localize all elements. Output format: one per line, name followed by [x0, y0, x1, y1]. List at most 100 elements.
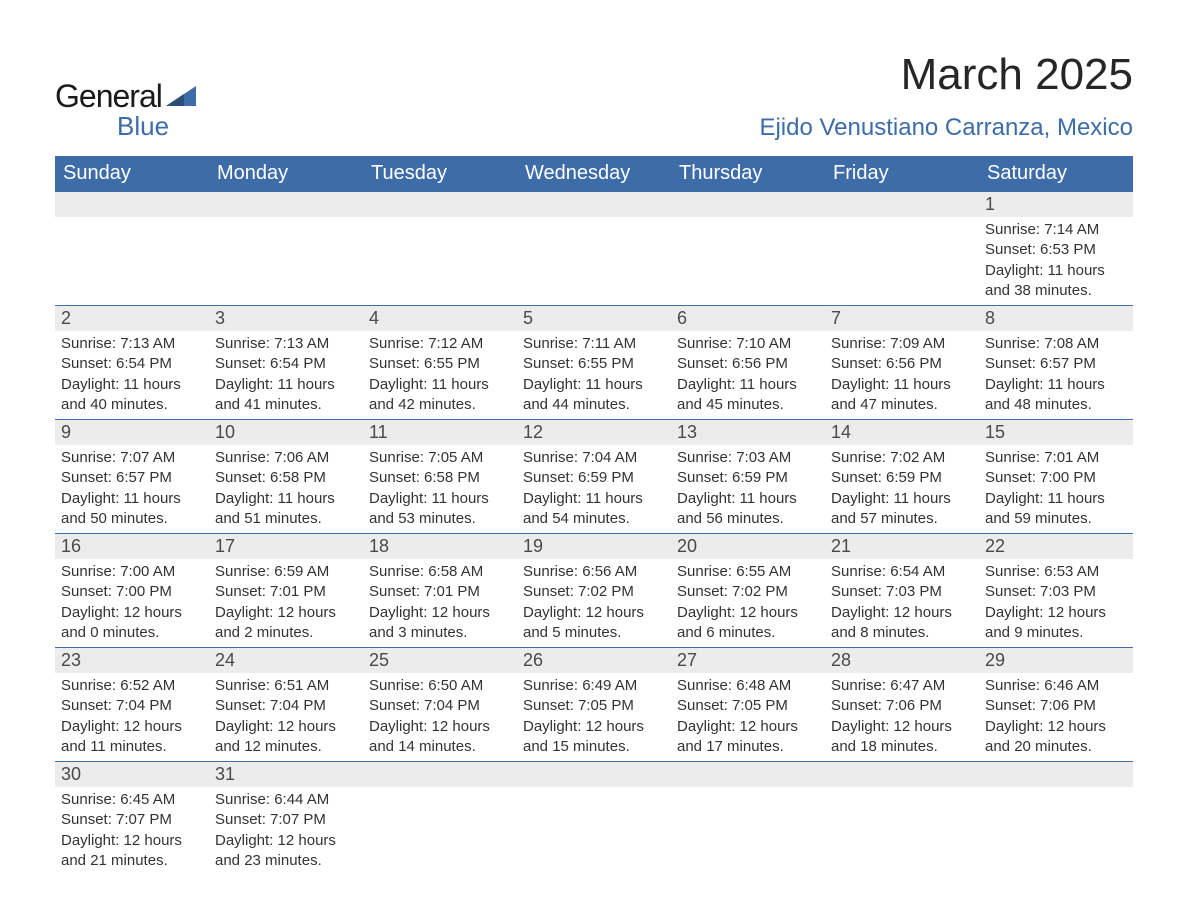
day-detail-cell: Sunrise: 6:49 AM Sunset: 7:05 PM Dayligh…: [517, 673, 671, 762]
day-header-cell: Saturday: [979, 156, 1133, 192]
day-number-cell: [517, 192, 671, 218]
brand-logo: General Blue: [55, 78, 196, 142]
day-number-cell: 8: [979, 306, 1133, 332]
day-number-cell: 20: [671, 534, 825, 560]
day-detail-cell: Sunrise: 6:44 AM Sunset: 7:07 PM Dayligh…: [209, 787, 363, 875]
day-detail-cell: Sunrise: 7:13 AM Sunset: 6:54 PM Dayligh…: [55, 331, 209, 420]
day-number-cell: 24: [209, 648, 363, 674]
day-detail-cell: Sunrise: 7:06 AM Sunset: 6:58 PM Dayligh…: [209, 445, 363, 534]
day-detail-cell: [825, 217, 979, 306]
day-detail-cell: Sunrise: 7:02 AM Sunset: 6:59 PM Dayligh…: [825, 445, 979, 534]
day-detail-cell: Sunrise: 7:11 AM Sunset: 6:55 PM Dayligh…: [517, 331, 671, 420]
day-detail-cell: Sunrise: 7:12 AM Sunset: 6:55 PM Dayligh…: [363, 331, 517, 420]
brand-flag-icon: [166, 84, 196, 111]
day-number-cell: [671, 192, 825, 218]
day-number-cell: 4: [363, 306, 517, 332]
calendar-table: Sunday Monday Tuesday Wednesday Thursday…: [55, 156, 1133, 875]
day-number-cell: 15: [979, 420, 1133, 446]
day-detail-cell: Sunrise: 7:14 AM Sunset: 6:53 PM Dayligh…: [979, 217, 1133, 306]
day-number-cell: 18: [363, 534, 517, 560]
day-number-cell: 1: [979, 192, 1133, 218]
day-detail-cell: Sunrise: 7:04 AM Sunset: 6:59 PM Dayligh…: [517, 445, 671, 534]
daynum-row: 23242526272829: [55, 648, 1133, 674]
day-detail-cell: [517, 217, 671, 306]
detail-row: Sunrise: 6:45 AM Sunset: 7:07 PM Dayligh…: [55, 787, 1133, 875]
day-header-row: Sunday Monday Tuesday Wednesday Thursday…: [55, 156, 1133, 192]
day-number-cell: [979, 762, 1133, 788]
day-detail-cell: [363, 787, 517, 875]
day-header-cell: Wednesday: [517, 156, 671, 192]
day-number-cell: 10: [209, 420, 363, 446]
day-detail-cell: Sunrise: 7:07 AM Sunset: 6:57 PM Dayligh…: [55, 445, 209, 534]
day-header-cell: Tuesday: [363, 156, 517, 192]
day-number-cell: 6: [671, 306, 825, 332]
day-number-cell: 11: [363, 420, 517, 446]
day-number-cell: 28: [825, 648, 979, 674]
day-detail-cell: [363, 217, 517, 306]
day-number-cell: [209, 192, 363, 218]
day-number-cell: 25: [363, 648, 517, 674]
day-detail-cell: Sunrise: 7:10 AM Sunset: 6:56 PM Dayligh…: [671, 331, 825, 420]
detail-row: Sunrise: 7:14 AM Sunset: 6:53 PM Dayligh…: [55, 217, 1133, 306]
day-number-cell: 30: [55, 762, 209, 788]
day-number-cell: 14: [825, 420, 979, 446]
day-detail-cell: Sunrise: 6:45 AM Sunset: 7:07 PM Dayligh…: [55, 787, 209, 875]
daynum-row: 3031: [55, 762, 1133, 788]
calendar-body: 1Sunrise: 7:14 AM Sunset: 6:53 PM Daylig…: [55, 192, 1133, 876]
day-detail-cell: [825, 787, 979, 875]
day-detail-cell: [517, 787, 671, 875]
detail-row: Sunrise: 7:13 AM Sunset: 6:54 PM Dayligh…: [55, 331, 1133, 420]
day-detail-cell: Sunrise: 6:59 AM Sunset: 7:01 PM Dayligh…: [209, 559, 363, 648]
day-number-cell: [825, 762, 979, 788]
day-number-cell: 7: [825, 306, 979, 332]
day-detail-cell: Sunrise: 7:00 AM Sunset: 7:00 PM Dayligh…: [55, 559, 209, 648]
day-number-cell: 3: [209, 306, 363, 332]
day-number-cell: [55, 192, 209, 218]
day-detail-cell: [979, 787, 1133, 875]
detail-row: Sunrise: 7:00 AM Sunset: 7:00 PM Dayligh…: [55, 559, 1133, 648]
month-title: March 2025: [759, 50, 1133, 100]
day-number-cell: 9: [55, 420, 209, 446]
day-number-cell: 12: [517, 420, 671, 446]
brand-blue-text: Blue: [117, 111, 196, 142]
day-number-cell: 27: [671, 648, 825, 674]
day-number-cell: [671, 762, 825, 788]
page-header: General Blue March 2025 Ejido Venustiano…: [55, 50, 1133, 148]
day-number-cell: 16: [55, 534, 209, 560]
detail-row: Sunrise: 6:52 AM Sunset: 7:04 PM Dayligh…: [55, 673, 1133, 762]
day-detail-cell: [55, 217, 209, 306]
day-detail-cell: [671, 787, 825, 875]
day-detail-cell: Sunrise: 6:51 AM Sunset: 7:04 PM Dayligh…: [209, 673, 363, 762]
day-number-cell: 23: [55, 648, 209, 674]
day-detail-cell: Sunrise: 7:03 AM Sunset: 6:59 PM Dayligh…: [671, 445, 825, 534]
day-number-cell: [517, 762, 671, 788]
day-detail-cell: Sunrise: 7:13 AM Sunset: 6:54 PM Dayligh…: [209, 331, 363, 420]
day-detail-cell: Sunrise: 6:52 AM Sunset: 7:04 PM Dayligh…: [55, 673, 209, 762]
day-header-cell: Friday: [825, 156, 979, 192]
day-detail-cell: Sunrise: 7:05 AM Sunset: 6:58 PM Dayligh…: [363, 445, 517, 534]
day-number-cell: [363, 192, 517, 218]
day-detail-cell: Sunrise: 7:09 AM Sunset: 6:56 PM Dayligh…: [825, 331, 979, 420]
title-block: March 2025 Ejido Venustiano Carranza, Me…: [759, 50, 1133, 148]
day-number-cell: 31: [209, 762, 363, 788]
day-header-cell: Monday: [209, 156, 363, 192]
day-detail-cell: Sunrise: 6:48 AM Sunset: 7:05 PM Dayligh…: [671, 673, 825, 762]
day-detail-cell: Sunrise: 6:50 AM Sunset: 7:04 PM Dayligh…: [363, 673, 517, 762]
day-header-cell: Sunday: [55, 156, 209, 192]
day-number-cell: 22: [979, 534, 1133, 560]
detail-row: Sunrise: 7:07 AM Sunset: 6:57 PM Dayligh…: [55, 445, 1133, 534]
day-detail-cell: Sunrise: 6:47 AM Sunset: 7:06 PM Dayligh…: [825, 673, 979, 762]
day-number-cell: 26: [517, 648, 671, 674]
day-detail-cell: [671, 217, 825, 306]
day-detail-cell: Sunrise: 6:55 AM Sunset: 7:02 PM Dayligh…: [671, 559, 825, 648]
day-detail-cell: Sunrise: 6:54 AM Sunset: 7:03 PM Dayligh…: [825, 559, 979, 648]
day-number-cell: 21: [825, 534, 979, 560]
brand-general-text: General: [55, 78, 162, 115]
daynum-row: 9101112131415: [55, 420, 1133, 446]
day-number-cell: 13: [671, 420, 825, 446]
day-detail-cell: Sunrise: 6:53 AM Sunset: 7:03 PM Dayligh…: [979, 559, 1133, 648]
day-number-cell: 19: [517, 534, 671, 560]
daynum-row: 1: [55, 192, 1133, 218]
day-number-cell: 17: [209, 534, 363, 560]
day-number-cell: 2: [55, 306, 209, 332]
